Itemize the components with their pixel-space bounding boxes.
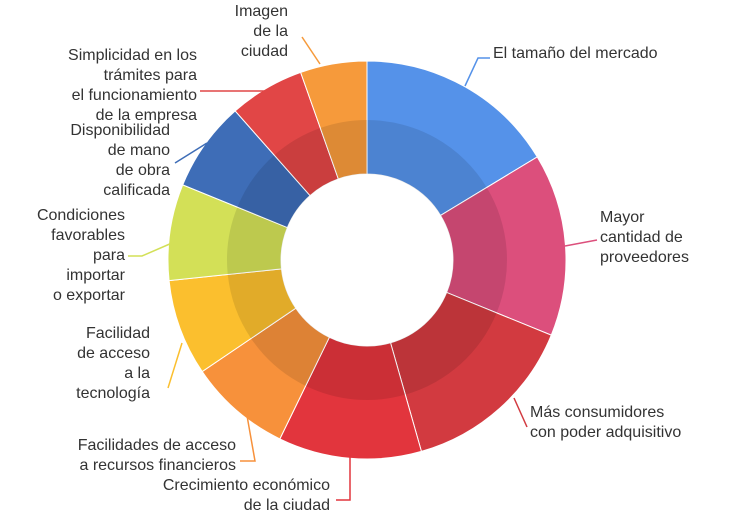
donut-segment — [439, 156, 567, 336]
segment-label: Más consumidores con poder adquisitivo — [530, 404, 681, 441]
donut-segment — [300, 60, 368, 180]
segment-label: Mayor cantidad de proveedores — [600, 209, 689, 266]
donut-inner-shade — [367, 120, 487, 216]
segment-label: Imagen de la ciudad — [235, 3, 288, 60]
segment-label: Condiciones favorables para importar o expor… — [37, 207, 126, 304]
donut-segment — [389, 291, 552, 453]
donut-inner-shade — [320, 120, 367, 179]
segment-label: El tamaño del mercado — [493, 45, 658, 62]
donut-inner-shade — [227, 268, 296, 339]
donut-inner-shade — [305, 337, 406, 401]
donut-inner-shade — [390, 292, 497, 395]
donut-inner-shade — [226, 207, 288, 275]
segment-label: Facilidades de acceso a recursos financie… — [78, 437, 236, 474]
donut-inner-shade — [440, 187, 508, 313]
leader-line — [240, 409, 256, 462]
leader-line — [513, 397, 528, 428]
leader-line — [167, 342, 183, 389]
leader-line — [301, 36, 321, 65]
donut-inner-shade — [237, 155, 311, 228]
segment-label: Disponibilidad de mano de obra calificada — [70, 122, 170, 199]
leader-line — [128, 242, 173, 257]
leader-line — [336, 455, 351, 501]
leader-line — [174, 142, 208, 164]
segment-label: Crecimiento económico de la ciudad — [163, 477, 330, 514]
leader-line — [464, 57, 490, 87]
donut-segment — [366, 60, 538, 217]
donut-inner-shade — [251, 308, 330, 386]
segment-label: Simplicidad en los trámites para el funcio… — [68, 47, 197, 124]
donut-inner-shade — [274, 128, 339, 196]
segment-label: Facilidad de acceso a la tecnología — [76, 325, 150, 402]
leader-line — [564, 239, 598, 247]
